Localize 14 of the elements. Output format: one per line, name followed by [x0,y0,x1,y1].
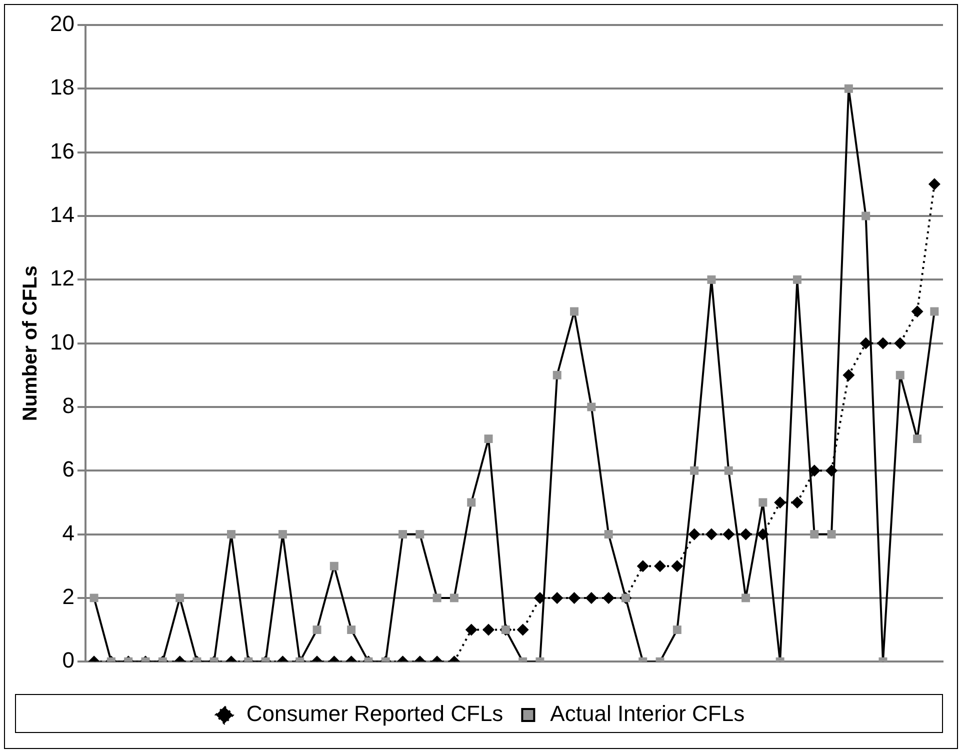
y-tick-label: 6 [62,456,74,482]
y-tick-label: 10 [50,329,74,354]
y-tick-label: 4 [62,520,74,546]
y-tick-label: 12 [50,266,74,291]
legend-label: Actual Interior CFLs [550,701,745,726]
y-tick-label: 8 [62,393,74,418]
y-tick-label: 18 [50,74,74,100]
y-axis-title: Number of CFLs [20,266,42,422]
legend-label: Consumer Reported CFLs [246,701,504,726]
y-tick-label: 20 [50,11,74,36]
y-tick-label: 2 [62,584,74,610]
y-tick-label: 16 [50,138,74,164]
y-tick-label: 0 [62,648,74,673]
y-tick-label: 14 [50,202,74,228]
